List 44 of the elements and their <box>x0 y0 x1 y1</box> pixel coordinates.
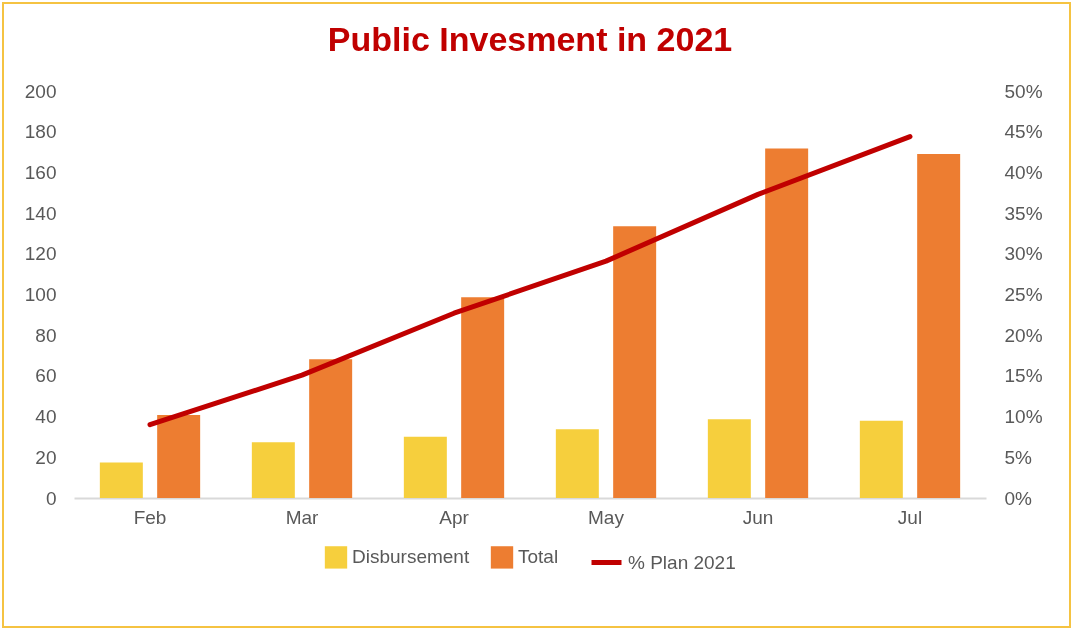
y2-tick-label: 10% <box>1004 406 1043 428</box>
bar <box>707 419 751 498</box>
bar <box>403 436 447 498</box>
bar <box>917 153 961 498</box>
bar <box>555 429 599 498</box>
y-tick-label: 40 <box>35 406 57 428</box>
bar <box>859 420 903 498</box>
bar <box>251 442 295 498</box>
x-tick-label: Apr <box>439 506 470 528</box>
x-tick-label: Jul <box>897 506 923 528</box>
y-tick-label: 160 <box>24 161 57 183</box>
bar <box>157 414 201 498</box>
y2-tick-label: 45% <box>1004 121 1043 143</box>
y2-tick-label: 35% <box>1004 202 1043 224</box>
y2-tick-label: 50% <box>1004 80 1043 102</box>
y2-tick-label: 20% <box>1004 324 1043 346</box>
bar <box>613 226 657 498</box>
legend-label: Total <box>518 546 559 568</box>
y2-tick-label: 40% <box>1004 161 1043 183</box>
y2-tick-label: 5% <box>1004 446 1033 468</box>
bar <box>461 297 505 498</box>
y-tick-label: 60 <box>35 365 57 387</box>
legend-label: Disbursement <box>352 546 470 568</box>
y-tick-label: 140 <box>24 202 57 224</box>
y-tick-label: 20 <box>35 446 57 468</box>
y-tick-label: 0 <box>45 487 57 509</box>
y-tick-label: 120 <box>24 243 57 265</box>
y-tick-label: 80 <box>35 324 57 346</box>
x-tick-label: May <box>588 506 625 528</box>
y2-tick-label: 15% <box>1004 365 1043 387</box>
y-tick-label: 100 <box>24 284 57 305</box>
x-tick-label: Mar <box>285 506 320 528</box>
bar <box>99 462 143 498</box>
y2-tick-label: 25% <box>1004 284 1043 305</box>
bar <box>765 148 809 498</box>
y2-tick-label: 0% <box>1004 487 1033 509</box>
bar <box>309 359 353 498</box>
x-tick-label: Feb <box>133 506 167 528</box>
y-tick-label: 180 <box>24 121 57 143</box>
y2-tick-label: 30% <box>1004 243 1043 265</box>
chart-title: Public Invesment in 2021 <box>327 20 733 58</box>
y-tick-label: 200 <box>24 80 57 102</box>
legend-label: % Plan 2021 <box>628 551 736 573</box>
x-tick-label: Jun <box>742 506 774 528</box>
